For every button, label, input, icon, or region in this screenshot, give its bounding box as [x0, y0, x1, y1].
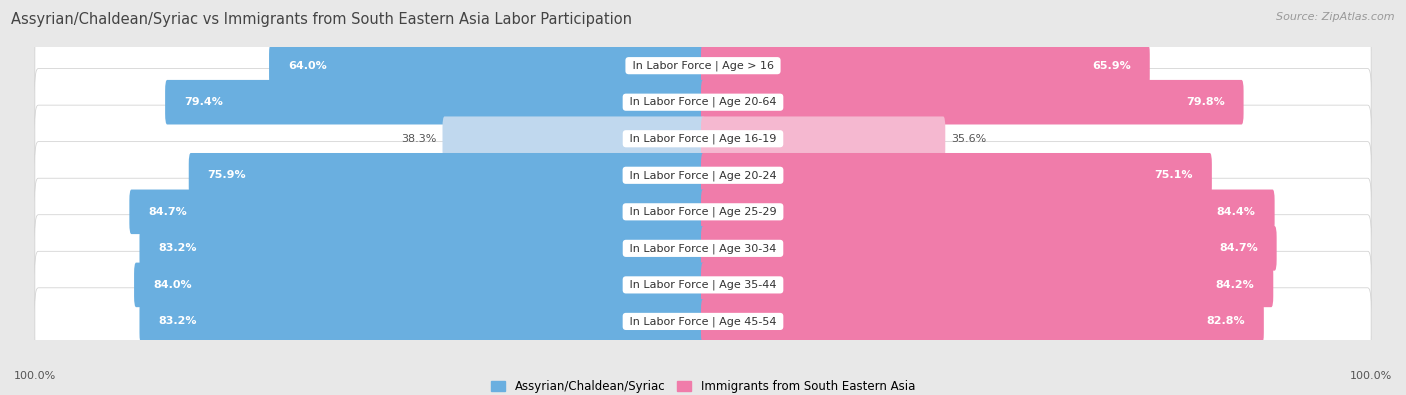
FancyBboxPatch shape: [35, 215, 1371, 282]
Text: 84.0%: 84.0%: [153, 280, 191, 290]
FancyBboxPatch shape: [702, 190, 1275, 234]
Text: 83.2%: 83.2%: [159, 243, 197, 253]
Text: In Labor Force | Age 20-64: In Labor Force | Age 20-64: [626, 97, 780, 107]
FancyBboxPatch shape: [443, 117, 704, 161]
FancyBboxPatch shape: [35, 178, 1371, 245]
FancyBboxPatch shape: [188, 153, 704, 198]
FancyBboxPatch shape: [165, 80, 704, 124]
FancyBboxPatch shape: [702, 299, 1264, 344]
FancyBboxPatch shape: [139, 299, 704, 344]
Text: 79.8%: 79.8%: [1185, 97, 1225, 107]
Text: In Labor Force | Age 20-24: In Labor Force | Age 20-24: [626, 170, 780, 181]
FancyBboxPatch shape: [35, 142, 1371, 209]
Text: 100.0%: 100.0%: [14, 371, 56, 381]
Legend: Assyrian/Chaldean/Syriac, Immigrants from South Eastern Asia: Assyrian/Chaldean/Syriac, Immigrants fro…: [486, 376, 920, 395]
Text: 75.9%: 75.9%: [208, 170, 246, 180]
Text: In Labor Force | Age > 16: In Labor Force | Age > 16: [628, 60, 778, 71]
Text: 84.4%: 84.4%: [1216, 207, 1256, 217]
FancyBboxPatch shape: [702, 117, 945, 161]
Text: 84.7%: 84.7%: [1219, 243, 1258, 253]
Text: In Labor Force | Age 30-34: In Labor Force | Age 30-34: [626, 243, 780, 254]
FancyBboxPatch shape: [35, 251, 1371, 318]
Text: 64.0%: 64.0%: [288, 61, 326, 71]
Text: 65.9%: 65.9%: [1092, 61, 1130, 71]
FancyBboxPatch shape: [702, 153, 1212, 198]
Text: 38.3%: 38.3%: [401, 134, 436, 144]
Text: Source: ZipAtlas.com: Source: ZipAtlas.com: [1277, 12, 1395, 22]
FancyBboxPatch shape: [35, 32, 1371, 99]
Text: In Labor Force | Age 35-44: In Labor Force | Age 35-44: [626, 280, 780, 290]
FancyBboxPatch shape: [35, 69, 1371, 136]
Text: Assyrian/Chaldean/Syriac vs Immigrants from South Eastern Asia Labor Participati: Assyrian/Chaldean/Syriac vs Immigrants f…: [11, 12, 633, 27]
Text: 84.7%: 84.7%: [148, 207, 187, 217]
FancyBboxPatch shape: [702, 43, 1150, 88]
FancyBboxPatch shape: [702, 226, 1277, 271]
FancyBboxPatch shape: [129, 190, 704, 234]
Text: 35.6%: 35.6%: [952, 134, 987, 144]
Text: 82.8%: 82.8%: [1206, 316, 1244, 326]
Text: In Labor Force | Age 25-29: In Labor Force | Age 25-29: [626, 207, 780, 217]
Text: 100.0%: 100.0%: [1350, 371, 1392, 381]
Text: 83.2%: 83.2%: [159, 316, 197, 326]
FancyBboxPatch shape: [35, 288, 1371, 355]
FancyBboxPatch shape: [702, 263, 1274, 307]
FancyBboxPatch shape: [139, 226, 704, 271]
Text: In Labor Force | Age 45-54: In Labor Force | Age 45-54: [626, 316, 780, 327]
FancyBboxPatch shape: [702, 80, 1243, 124]
Text: 75.1%: 75.1%: [1154, 170, 1192, 180]
Text: In Labor Force | Age 16-19: In Labor Force | Age 16-19: [626, 134, 780, 144]
FancyBboxPatch shape: [134, 263, 704, 307]
FancyBboxPatch shape: [35, 105, 1371, 172]
Text: 84.2%: 84.2%: [1216, 280, 1254, 290]
FancyBboxPatch shape: [269, 43, 704, 88]
Text: 79.4%: 79.4%: [184, 97, 224, 107]
